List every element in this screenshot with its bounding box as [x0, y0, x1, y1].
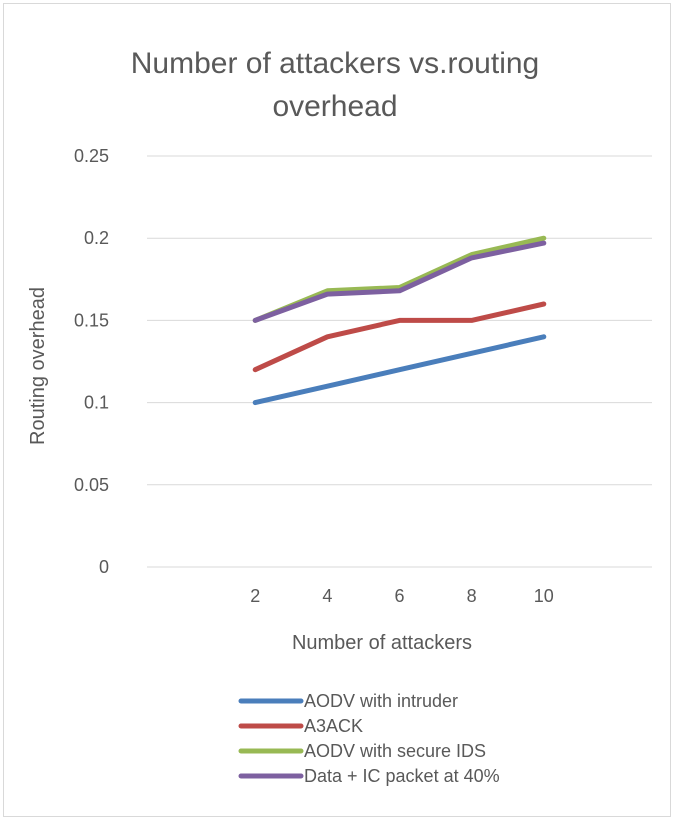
series-line-1	[252, 301, 547, 373]
y-tick-label: 0.25	[74, 146, 109, 166]
legend: AODV with intruder A3ACK AODV with secure …	[238, 691, 500, 786]
y-axis-ticks: 0 0.05 0.1 0.15 0.2 0.25	[74, 146, 109, 577]
y-tick-label: 0.05	[74, 475, 109, 495]
legend-label-1: A3ACK	[304, 716, 363, 736]
x-axis-title: Number of attackers	[292, 632, 472, 654]
legend-label-3: Data + IC packet at 40%	[304, 766, 500, 786]
y-tick-label: 0	[99, 557, 109, 577]
x-tick-label: 10	[534, 586, 554, 606]
series-line-3	[252, 240, 547, 323]
legend-label-0: AODV with intruder	[304, 691, 458, 711]
x-axis-ticks: 2 4 6 8 10	[250, 586, 554, 606]
chart-title-line-1: Number of attackers vs.routing	[131, 47, 540, 80]
x-tick-label: 2	[250, 586, 260, 606]
x-tick-label: 4	[322, 586, 332, 606]
y-tick-label: 0.15	[74, 310, 109, 330]
x-tick-label: 8	[467, 586, 477, 606]
x-tick-label: 6	[394, 586, 404, 606]
y-tick-label: 0.2	[84, 228, 109, 248]
y-tick-label: 0.1	[84, 393, 109, 413]
gridlines	[147, 155, 652, 568]
legend-label-2: AODV with secure IDS	[304, 741, 486, 761]
chart-container: Number of attackers vs.routing overhead …	[3, 3, 671, 817]
chart-title-line-2: overhead	[272, 90, 397, 123]
series-line-0	[252, 334, 547, 406]
series-lines	[252, 235, 547, 406]
chart-title: Number of attackers vs.routing overhead	[131, 47, 540, 123]
line-chart: Number of attackers vs.routing overhead …	[27, 47, 652, 786]
y-axis-title: Routing overhead	[27, 287, 49, 445]
